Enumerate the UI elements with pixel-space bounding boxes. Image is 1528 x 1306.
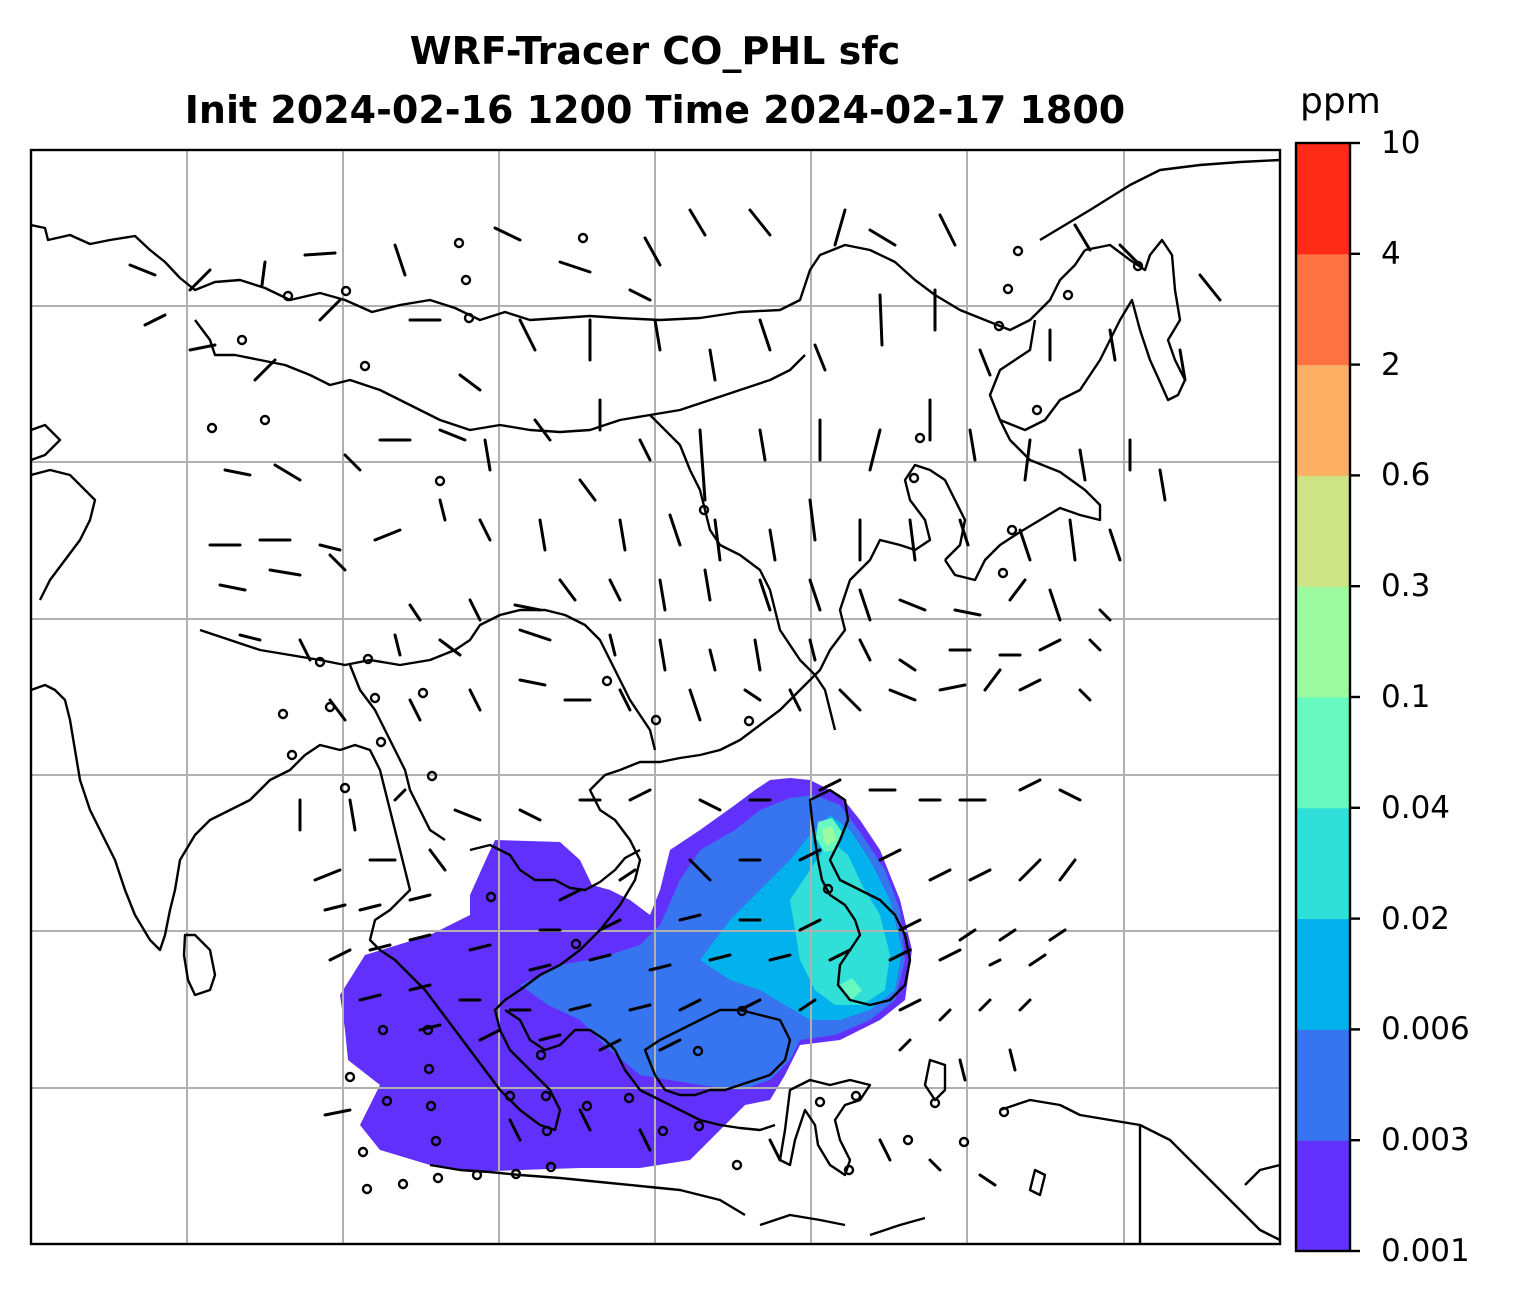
colorbar-segment [1296, 143, 1350, 255]
colorbar-segment [1296, 1029, 1350, 1141]
map-frame [29, 148, 1282, 1246]
colorbar-segment [1296, 586, 1350, 698]
colorbar-tick-label: 10 [1381, 125, 1421, 161]
map-title-line-1: WRF-Tracer CO_PHL sfc [409, 29, 901, 73]
colorbar-tick-label: 0.6 [1381, 457, 1431, 494]
colorbar-segment [1296, 253, 1350, 366]
colorbar-tick-label: 0.04 [1381, 789, 1451, 826]
colorbar [1294, 141, 1360, 1253]
colorbar-tick-label: 2 [1381, 346, 1401, 383]
map-title-line-2: Init 2024-02-16 1200 Time 2024-02-17 180… [184, 88, 1126, 132]
colorbar-tick-label: 0.3 [1381, 568, 1431, 605]
plume-level-0.04 [816, 818, 862, 1000]
colorbar-segment [1296, 364, 1350, 476]
colorbar-tick-label: 0.001 [1381, 1233, 1470, 1269]
colorbar-segment [1296, 807, 1350, 920]
plume-level-0.02 [790, 840, 890, 1005]
colorbar-segment [1296, 918, 1350, 1030]
plume-level-0.1 [822, 826, 836, 846]
colorbar-segment [1296, 1140, 1350, 1252]
colorbar-segment [1296, 475, 1350, 587]
colorbar-unit-label: ppm [1300, 81, 1381, 122]
colorbar-tick-label: 4 [1381, 235, 1401, 272]
wind-barbs [128, 208, 1222, 1187]
colorbar-tick-label: 0.02 [1381, 900, 1451, 937]
colorbar-tick-label: 0.1 [1381, 679, 1431, 715]
map-gridlines [31, 150, 1280, 1244]
colorbar-tick-label: 0.006 [1381, 1011, 1470, 1048]
calm-wind-markers [206, 232, 1144, 1195]
tracer-plume [340, 778, 912, 1172]
colorbar-segment [1296, 697, 1350, 809]
colorbar-tick-label: 0.003 [1381, 1122, 1470, 1159]
